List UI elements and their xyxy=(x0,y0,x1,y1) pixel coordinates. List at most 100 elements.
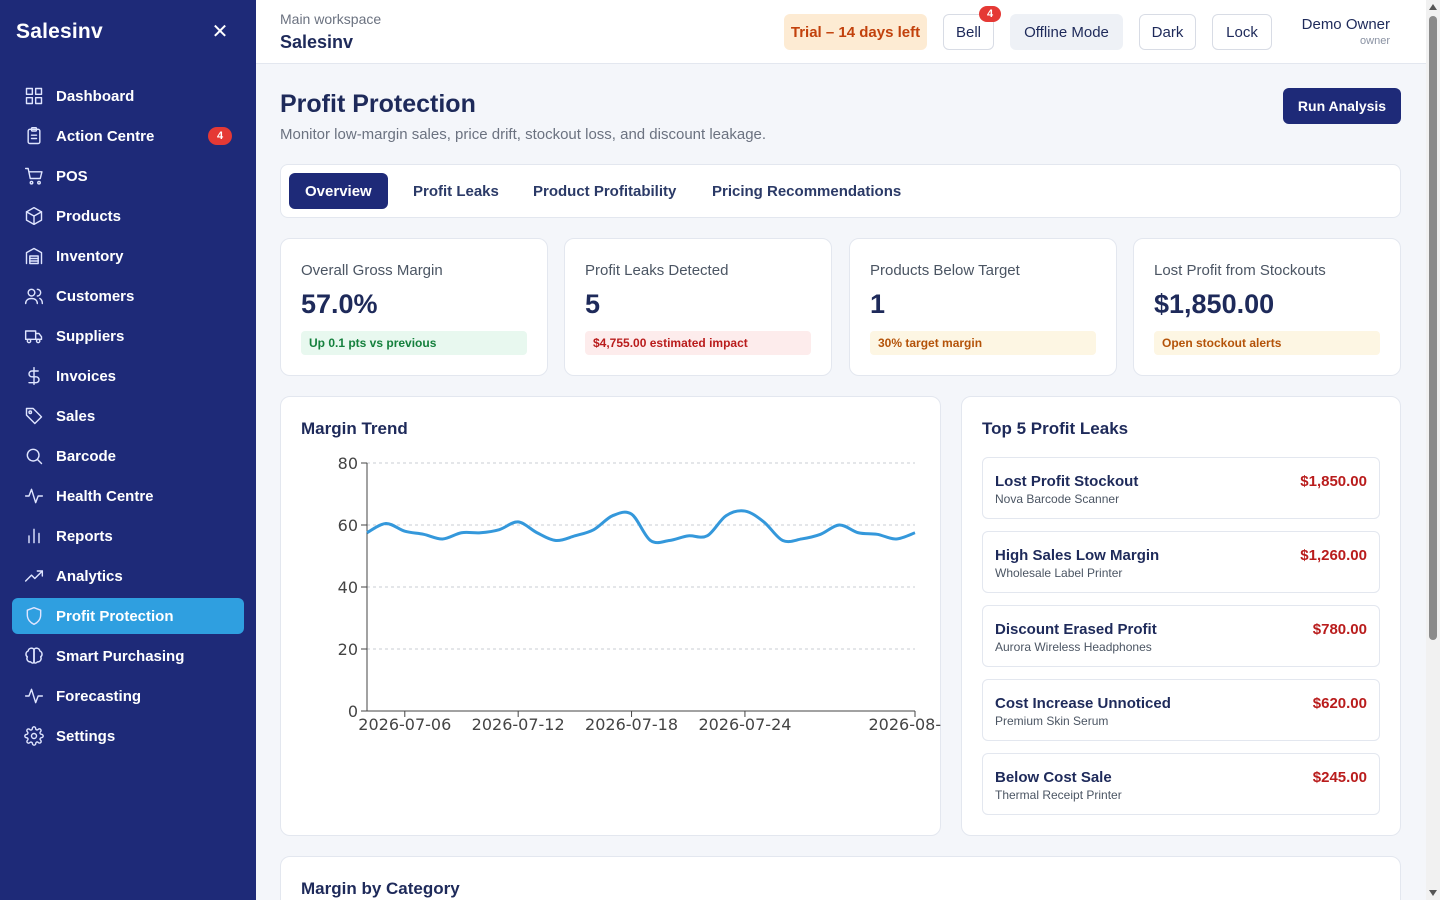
leak-amount: $1,260.00 xyxy=(1300,547,1367,564)
trial-badge[interactable]: Trial – 14 days left xyxy=(784,14,927,50)
leak-item[interactable]: High Sales Low Margin Wholesale Label Pr… xyxy=(982,531,1380,593)
sidebar-item-forecasting[interactable]: Forecasting xyxy=(12,678,244,714)
bell-label: Bell xyxy=(955,23,981,41)
leak-amount: $780.00 xyxy=(1312,621,1367,638)
data-point xyxy=(441,537,445,541)
data-point xyxy=(762,520,766,524)
leak-amount: $1,850.00 xyxy=(1300,473,1367,490)
scroll-up-arrow[interactable] xyxy=(1429,4,1437,10)
x-tick-label: 2026-07-06 xyxy=(358,715,451,734)
tab-profit-leaks[interactable]: Profit Leaks xyxy=(413,182,499,200)
sidebar-item-analytics[interactable]: Analytics xyxy=(12,558,244,594)
gear-icon xyxy=(24,726,44,746)
bell-button[interactable]: Bell 4 xyxy=(943,6,1001,50)
bar-chart-icon xyxy=(24,526,44,546)
tab-overview[interactable]: Overview xyxy=(289,173,388,209)
x-tick-label: 2026-07-18 xyxy=(585,715,678,734)
kpi-card-profit-leaks: Profit Leaks Detected 5 $4,755.00 estima… xyxy=(564,238,832,376)
sidebar-item-barcode[interactable]: Barcode xyxy=(12,438,244,474)
tab-product-profitability[interactable]: Product Profitability xyxy=(533,182,677,200)
sidebar-item-health-centre[interactable]: Health Centre xyxy=(12,478,244,514)
sidebar-item-label: Suppliers xyxy=(56,327,125,345)
page-subtitle: Monitor low-margin sales, price drift, s… xyxy=(280,126,767,143)
truck-icon xyxy=(24,326,44,346)
kpi-card-stockout-loss: Lost Profit from Stockouts $1,850.00 Ope… xyxy=(1133,238,1401,376)
margin-by-category-card: Margin by Category xyxy=(280,856,1401,900)
data-point xyxy=(913,531,917,535)
y-tick-label: 80 xyxy=(338,454,358,473)
notification-count-badge: 4 xyxy=(979,6,1001,22)
data-point xyxy=(875,532,879,536)
scroll-thumb[interactable] xyxy=(1429,16,1437,640)
kpi-label: Products Below Target xyxy=(870,262,1020,279)
kpi-label: Profit Leaks Detected xyxy=(585,262,729,279)
sidebar-item-customers[interactable]: Customers xyxy=(12,278,244,314)
sidebar-item-label: Inventory xyxy=(56,247,124,265)
leak-product: Premium Skin Serum xyxy=(995,714,1109,728)
leak-product: Thermal Receipt Printer xyxy=(995,788,1122,802)
workspace-name[interactable]: Salesinv xyxy=(280,32,354,52)
sidebar-item-reports[interactable]: Reports xyxy=(12,518,244,554)
data-point xyxy=(365,531,369,535)
warehouse-icon xyxy=(24,246,44,266)
data-point xyxy=(705,534,709,538)
sidebar-item-action-centre[interactable]: Action Centre 4 xyxy=(12,118,244,154)
leak-item[interactable]: Cost Increase Unnoticed Premium Skin Ser… xyxy=(982,679,1380,741)
sidebar-item-sales[interactable]: Sales xyxy=(12,398,244,434)
sidebar-item-pos[interactable]: POS xyxy=(12,158,244,194)
x-tick-label: 2026-07-24 xyxy=(698,715,791,734)
data-point xyxy=(403,529,407,533)
sidebar-item-label: Smart Purchasing xyxy=(56,647,185,665)
data-point xyxy=(554,539,558,543)
brand-logo[interactable]: Salesinv xyxy=(16,20,103,43)
page-scrollbar[interactable] xyxy=(1426,0,1440,900)
run-analysis-button[interactable]: Run Analysis xyxy=(1283,88,1401,124)
sidebar-item-invoices[interactable]: Invoices xyxy=(12,358,244,394)
data-point xyxy=(384,521,388,525)
brain-icon xyxy=(24,646,44,666)
sidebar-item-label: POS xyxy=(56,167,88,185)
sidebar-item-label: Forecasting xyxy=(56,687,142,705)
lock-button[interactable]: Lock xyxy=(1212,14,1272,50)
trend-up-icon xyxy=(24,566,44,586)
top-leaks-card: Top 5 Profit Leaks Lost Profit Stockout … xyxy=(961,396,1401,836)
data-point xyxy=(611,514,615,518)
user-role: owner xyxy=(1360,35,1390,47)
pulse-icon xyxy=(24,486,44,506)
sidebar-item-inventory[interactable]: Inventory xyxy=(12,238,244,274)
data-point xyxy=(800,537,804,541)
y-tick-label: 0 xyxy=(348,702,358,721)
sidebar-item-suppliers[interactable]: Suppliers xyxy=(12,318,244,354)
top-header: Main workspace Salesinv Trial – 14 days … xyxy=(256,0,1426,64)
kpi-label: Overall Gross Margin xyxy=(301,262,443,279)
dark-mode-button[interactable]: Dark xyxy=(1139,14,1196,50)
data-point xyxy=(516,520,520,524)
data-point xyxy=(422,532,426,536)
tab-pricing-recommendations[interactable]: Pricing Recommendations xyxy=(712,182,902,200)
leak-item[interactable]: Below Cost Sale Thermal Receipt Printer … xyxy=(982,753,1380,815)
sidebar-item-label: Barcode xyxy=(56,447,117,465)
sidebar-item-settings[interactable]: Settings xyxy=(12,718,244,754)
data-point xyxy=(592,528,596,532)
close-icon[interactable]: ✕ xyxy=(211,21,229,43)
dollar-icon xyxy=(24,366,44,386)
users-icon xyxy=(24,286,44,306)
search-icon xyxy=(24,446,44,466)
leak-item[interactable]: Lost Profit Stockout Nova Barcode Scanne… xyxy=(982,457,1380,519)
sidebar-item-dashboard[interactable]: Dashboard xyxy=(12,78,244,114)
data-point xyxy=(535,531,539,535)
sidebar-item-label: Sales xyxy=(56,407,96,425)
kpi-value: 1 xyxy=(870,289,886,319)
data-point xyxy=(648,539,652,543)
offline-mode-button[interactable]: Offline Mode xyxy=(1010,14,1123,50)
sidebar: Salesinv ✕ Dashboard Action Centre 4 POS Pro… xyxy=(0,0,256,900)
sidebar-item-smart-purchasing[interactable]: Smart Purchasing xyxy=(12,638,244,674)
scroll-down-arrow[interactable] xyxy=(1429,890,1437,896)
data-point xyxy=(819,532,823,536)
sidebar-item-profit-protection[interactable]: Profit Protection xyxy=(12,598,244,634)
pulse-icon xyxy=(24,686,44,706)
kpi-value: 57.0% xyxy=(301,289,378,319)
leak-item[interactable]: Discount Erased Profit Aurora Wireless H… xyxy=(982,605,1380,667)
user-name[interactable]: Demo Owner xyxy=(1301,16,1390,33)
sidebar-item-products[interactable]: Products xyxy=(12,198,244,234)
